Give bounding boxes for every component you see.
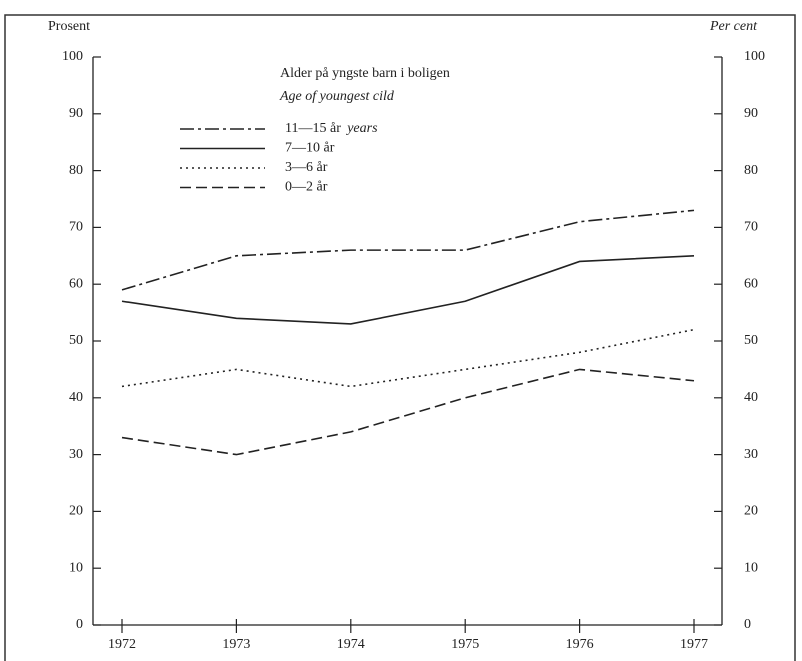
y-tick-label: 70 <box>69 220 83 235</box>
series-line <box>121 328 695 388</box>
y2-tick-label: 20 <box>744 504 758 519</box>
y2-tick-label: 60 <box>744 276 758 291</box>
frame <box>4 14 796 661</box>
y2-tick-label: 90 <box>744 106 758 121</box>
legend-title: Alder på yngste barn i boligen <box>280 66 450 81</box>
y2-tick-label: 50 <box>744 333 758 348</box>
y2-tick-label: 10 <box>744 560 758 575</box>
y-axis-label: Prosent <box>48 19 90 34</box>
series-line <box>121 368 695 456</box>
y-tick-label: 20 <box>69 504 83 519</box>
y2-tick-label: 40 <box>744 390 758 405</box>
y2-tick-label: 100 <box>744 49 765 64</box>
legend-subtitle: Age of youngest cild <box>279 89 395 104</box>
y-tick-label: 90 <box>69 106 83 121</box>
legend-label: 3—6 år <box>285 160 328 175</box>
x-tick-label: 1974 <box>337 637 365 652</box>
y-tick-label: 40 <box>69 390 83 405</box>
y-tick-label: 50 <box>69 333 83 348</box>
y-tick-label: 30 <box>69 447 83 462</box>
y-tick-label: 100 <box>62 49 83 64</box>
y2-axis-label: Per cent <box>709 19 758 34</box>
x-tick-label: 1975 <box>451 637 479 652</box>
legend-label: 0—2 år <box>285 180 328 195</box>
x-tick-label: 1973 <box>222 637 250 652</box>
y2-tick-label: 70 <box>744 220 758 235</box>
series-line <box>121 255 695 325</box>
y-tick-label: 80 <box>69 163 83 178</box>
y-tick-label: 0 <box>76 617 83 632</box>
y-tick-label: 60 <box>69 276 83 291</box>
legend-label: 7—10 år <box>285 141 335 156</box>
legend-label: 11—15 år <box>285 121 341 136</box>
y-tick-label: 10 <box>69 560 83 575</box>
x-tick-label: 1976 <box>566 637 594 652</box>
legend-label-suffix: years <box>345 121 378 136</box>
y2-tick-label: 0 <box>744 617 751 632</box>
y2-tick-label: 30 <box>744 447 758 462</box>
series-line <box>121 209 695 291</box>
x-tick-label: 1972 <box>108 637 136 652</box>
y2-tick-label: 80 <box>744 163 758 178</box>
x-tick-label: 1977 <box>680 637 708 652</box>
